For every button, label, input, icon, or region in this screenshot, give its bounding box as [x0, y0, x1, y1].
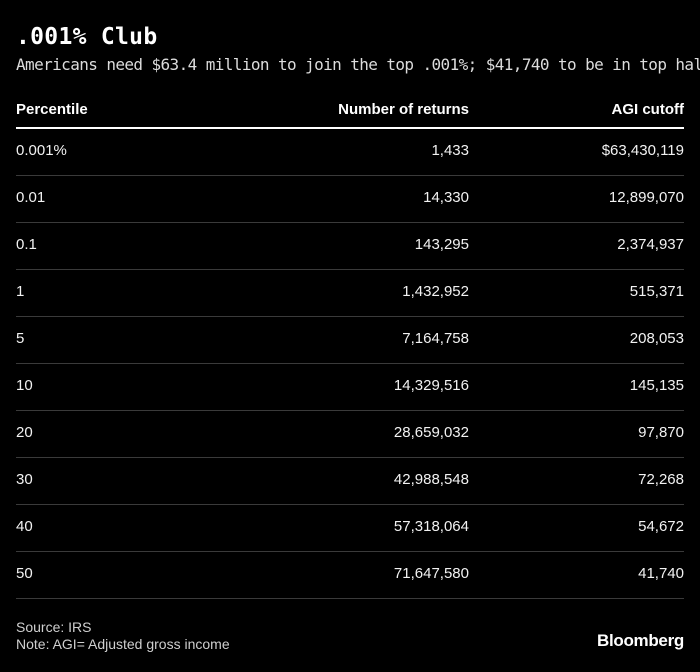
cell-percentile: 50 [16, 565, 33, 582]
table-row: 5 7,164,758 208,053 [16, 317, 684, 364]
table-body: 0.001% 1,433 $63,430,119 0.01 14,330 12,899,0… [16, 129, 684, 599]
cell-percentile: 1 [16, 283, 25, 300]
source-note: Source: IRS [16, 619, 92, 635]
cell-agi-cutoff: 12,899,070 [608, 189, 684, 206]
table-header: Percentile Number of returns AGI cutoff [16, 90, 684, 129]
agi-note: Note: AGI= Adjusted gross income [16, 636, 230, 652]
header-agi-cutoff: AGI cutoff [611, 101, 685, 118]
table-row: 40 57,318,064 54,672 [16, 505, 684, 552]
cell-number-of-returns: 143,295 [414, 236, 469, 253]
data-table: Percentile Number of returns AGI cutoff … [16, 90, 684, 599]
cell-percentile: 40 [16, 518, 33, 535]
cell-agi-cutoff: 208,053 [629, 330, 684, 347]
cell-number-of-returns: 71,647,580 [393, 565, 469, 582]
cell-number-of-returns: 28,659,032 [393, 424, 469, 441]
cell-agi-cutoff: $63,430,119 [601, 142, 684, 159]
cell-number-of-returns: 7,164,758 [402, 330, 469, 347]
cell-agi-cutoff: 2,374,937 [617, 236, 684, 253]
header-number-of-returns: Number of returns [338, 101, 469, 118]
table-row: 20 28,659,032 97,870 [16, 411, 684, 458]
table-row: 0.1 143,295 2,374,937 [16, 223, 684, 270]
cell-percentile: 10 [16, 377, 33, 394]
cell-agi-cutoff: 515,371 [629, 283, 684, 300]
cell-percentile: 0.001% [16, 142, 67, 159]
cell-agi-cutoff: 97,870 [638, 424, 684, 441]
footer-notes: Source: IRS Note: AGI= Adjusted gross in… [16, 619, 230, 653]
cell-agi-cutoff: 54,672 [638, 518, 684, 535]
table-row: 0.01 14,330 12,899,070 [16, 176, 684, 223]
cell-number-of-returns: 42,988,548 [393, 471, 469, 488]
cell-number-of-returns: 1,433 [431, 142, 469, 159]
cell-percentile: 30 [16, 471, 33, 488]
table-row: 0.001% 1,433 $63,430,119 [16, 129, 684, 176]
cell-agi-cutoff: 41,740 [638, 565, 684, 582]
table-row: 10 14,329,516 145,135 [16, 364, 684, 411]
chart-subtitle: Americans need $63.4 million to join the… [16, 55, 700, 74]
cell-percentile: 20 [16, 424, 33, 441]
cell-percentile: 0.1 [16, 236, 37, 253]
cell-agi-cutoff: 145,135 [629, 377, 684, 394]
cell-number-of-returns: 14,330 [423, 189, 469, 206]
bloomberg-logo: Bloomberg [596, 631, 684, 650]
chart-title: .001% Club [16, 24, 158, 50]
cell-percentile: 0.01 [16, 189, 46, 206]
cell-number-of-returns: 1,432,952 [402, 283, 469, 300]
table-row: 30 42,988,548 72,268 [16, 458, 684, 505]
cell-number-of-returns: 14,329,516 [393, 377, 469, 394]
table-row: 50 71,647,580 41,740 [16, 552, 684, 599]
cell-agi-cutoff: 72,268 [638, 471, 684, 488]
cell-number-of-returns: 57,318,064 [393, 518, 469, 535]
header-percentile: Percentile [16, 101, 88, 118]
table-row: 1 1,432,952 515,371 [16, 270, 684, 317]
cell-percentile: 5 [16, 330, 25, 347]
